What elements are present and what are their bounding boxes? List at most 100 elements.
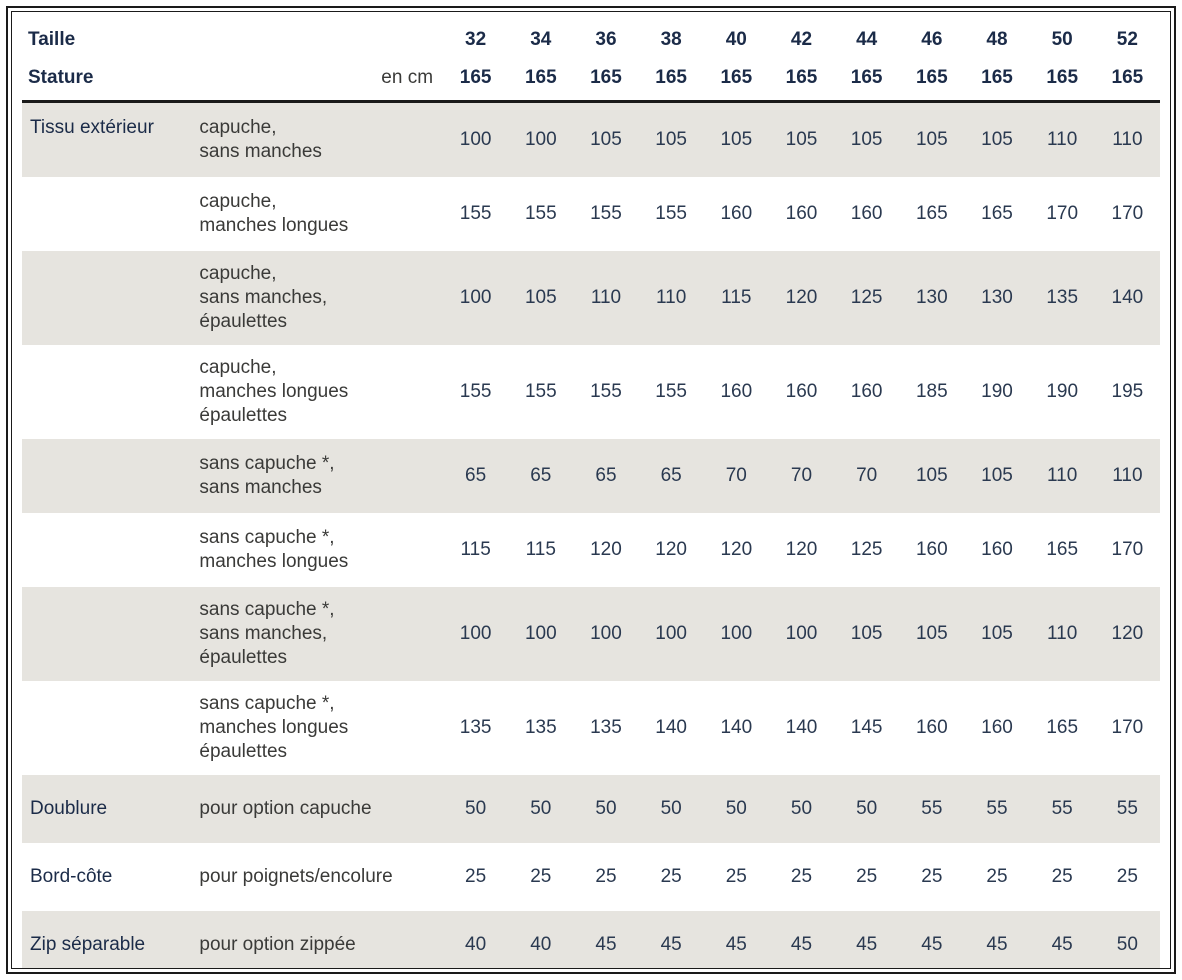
- row-value: 105: [590, 129, 622, 150]
- row-value: 50: [1116, 934, 1138, 955]
- row-value: 45: [725, 934, 747, 955]
- row-value: 165: [1046, 717, 1079, 738]
- row-value: 50: [725, 798, 747, 819]
- row-value: 160: [785, 381, 818, 402]
- row-value: 170: [1111, 203, 1144, 224]
- row-value: 170: [1111, 539, 1144, 560]
- row-value: 170: [1111, 717, 1144, 738]
- row-value: 165: [981, 203, 1013, 224]
- row-value: 100: [720, 623, 753, 644]
- row-value: 100: [524, 129, 557, 150]
- row-value: 100: [785, 623, 818, 644]
- row-value: 155: [459, 381, 492, 402]
- stature-value: 165: [443, 58, 509, 103]
- row-value: 25: [660, 866, 682, 887]
- row-description: pour option capuche: [199, 798, 372, 819]
- row-value: 155: [590, 203, 622, 224]
- row-value: 40: [465, 934, 487, 955]
- size-column-header: 40: [725, 29, 747, 50]
- table-row: Tissu extérieur capuche, sans manches 100 1…: [22, 101, 1160, 177]
- row-value: 165: [915, 203, 948, 224]
- row-value: 160: [785, 203, 818, 224]
- row-value: 25: [856, 866, 878, 887]
- row-value: 160: [981, 539, 1013, 560]
- row-value: 50: [790, 798, 813, 819]
- row-category: [22, 513, 198, 587]
- row-value: 25: [921, 866, 943, 887]
- row-description: sans capuche *, sans manches, épaulettes: [199, 599, 335, 668]
- row-value: 105: [981, 129, 1013, 150]
- row-description: capuche, sans manches: [199, 117, 322, 162]
- row-value: 105: [785, 129, 818, 150]
- row-value: 120: [1111, 623, 1144, 644]
- row-value: 40: [530, 934, 552, 955]
- row-description: capuche, manches longues: [199, 191, 349, 236]
- row-value: 55: [1051, 798, 1073, 819]
- inner-frame-border: Taille 32 34 36 38 40 42 44 46 48 50 52 Stature en…: [11, 11, 1171, 969]
- row-value: 105: [524, 287, 557, 308]
- row-value: 130: [915, 287, 948, 308]
- row-value: 70: [856, 465, 878, 486]
- stature-header-row: Stature en cm 165 165 165 165 165 165 165 165 16…: [22, 58, 1160, 103]
- row-value: 140: [785, 717, 818, 738]
- size-column-header: 50: [1051, 29, 1073, 50]
- row-description: pour option zippée: [199, 934, 356, 955]
- row-value: 140: [655, 717, 687, 738]
- table-row: sans capuche *, sans manches, épaulettes…: [22, 587, 1160, 681]
- row-value: 100: [459, 623, 492, 644]
- row-value: 105: [915, 623, 948, 644]
- row-value: 100: [459, 287, 492, 308]
- row-description: sans capuche *, manches longues: [199, 527, 349, 572]
- row-value: 190: [1046, 381, 1079, 402]
- row-description: capuche, sans manches, épaulettes: [199, 263, 328, 332]
- row-value: 155: [524, 381, 557, 402]
- row-category: Doublure: [30, 798, 108, 819]
- row-value: 120: [655, 539, 687, 560]
- row-value: 25: [1051, 866, 1073, 887]
- row-value: 115: [525, 539, 556, 560]
- table-header: Taille 32 34 36 38 40 42 44 46 48 50 52 Stature en…: [22, 20, 1160, 103]
- row-category: [22, 177, 198, 251]
- row-description: sans capuche *, manches longues épaulett…: [199, 693, 349, 762]
- row-value: 50: [660, 798, 682, 819]
- row-value: 105: [981, 623, 1013, 644]
- row-value: 160: [720, 381, 753, 402]
- row-value: 100: [655, 623, 687, 644]
- stature-label: Stature: [22, 58, 199, 103]
- row-value: 110: [655, 287, 687, 308]
- row-category: [22, 251, 198, 345]
- table-row: sans capuche *, manches longues 115 115 120…: [22, 513, 1160, 587]
- size-column-header: 52: [1116, 29, 1138, 50]
- stature-value: 165: [1029, 58, 1095, 103]
- table-row: Doublure pour option capuche 50 50 50 50 50 50 5…: [22, 775, 1160, 843]
- row-value: 115: [460, 539, 491, 560]
- row-value: 45: [1051, 934, 1073, 955]
- row-value: 70: [790, 465, 813, 486]
- row-value: 135: [1046, 287, 1079, 308]
- taille-label: Taille: [28, 29, 76, 50]
- row-value: 45: [660, 934, 682, 955]
- row-value: 45: [856, 934, 878, 955]
- row-value: 125: [850, 287, 883, 308]
- row-description: sans capuche *, sans manches: [199, 453, 335, 498]
- row-value: 25: [986, 866, 1008, 887]
- row-value: 105: [720, 129, 753, 150]
- table-row: sans capuche *, sans manches 65 65 65 65 70 70…: [22, 439, 1160, 513]
- taille-spacer: [198, 20, 443, 58]
- row-value: 105: [981, 465, 1013, 486]
- size-column-header: 38: [660, 29, 682, 50]
- row-value: 50: [465, 798, 487, 819]
- row-value: 105: [850, 623, 883, 644]
- row-value: 65: [530, 465, 552, 486]
- row-value: 45: [790, 934, 813, 955]
- row-category: [22, 439, 198, 513]
- row-value: 160: [720, 203, 753, 224]
- row-description: pour poignets/encolure: [199, 866, 393, 887]
- table-row: capuche, manches longues 155 155 155 155 160 1…: [22, 177, 1160, 251]
- row-value: 100: [590, 623, 622, 644]
- unit-label: en cm: [198, 58, 444, 103]
- row-value: 170: [1046, 203, 1079, 224]
- row-value: 135: [590, 717, 622, 738]
- row-value: 25: [1116, 866, 1138, 887]
